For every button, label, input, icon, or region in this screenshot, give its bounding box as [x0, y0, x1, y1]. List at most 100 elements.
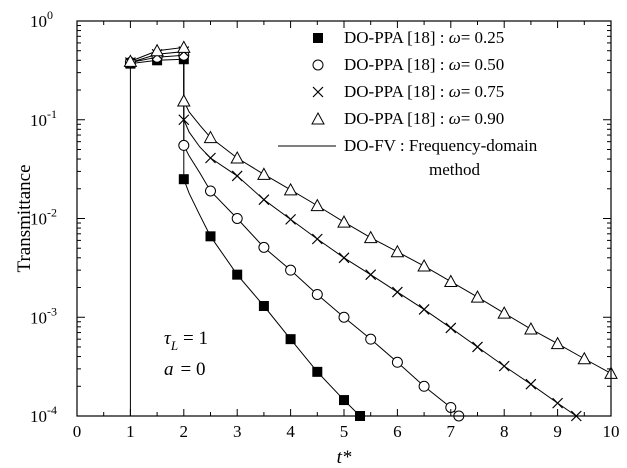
x-tick-label: 8	[500, 422, 509, 441]
series-open-triangle	[123, 40, 618, 379]
legend-prefix: DO-PPA [18] :	[344, 28, 449, 47]
cross-marker	[445, 322, 457, 334]
cross-marker	[338, 252, 350, 264]
legend-label-cont: method	[429, 160, 480, 179]
x-tick-label: 3	[233, 422, 242, 441]
legend-marker	[313, 33, 323, 43]
triangle-marker	[443, 274, 458, 288]
square-marker	[205, 231, 216, 242]
square-marker	[258, 300, 269, 311]
y-tick-label: 10-3	[30, 304, 57, 327]
omega-symbol: ω	[449, 109, 461, 128]
circle-marker	[178, 139, 190, 151]
y-tick-base: 10	[30, 12, 47, 31]
legend-label: DO-PPA [18] : ω= 0.90	[344, 109, 504, 128]
triangle-marker	[497, 306, 512, 319]
circle-marker	[205, 185, 216, 197]
cross-marker	[311, 233, 323, 245]
tau-value: = 1	[183, 328, 208, 349]
legend-label: DO-PPA [18] : ω= 0.25	[344, 28, 504, 47]
triangle-marker	[283, 182, 298, 196]
triangle-marker	[417, 259, 431, 272]
triangle-marker	[311, 111, 325, 125]
tau-subscript: L	[170, 338, 178, 353]
cross-marker	[205, 152, 216, 164]
x-axis-label: t*	[337, 447, 352, 468]
y-tick-base: 10	[30, 210, 47, 229]
legend-label: DO-FV : Frequency-domain	[344, 136, 538, 155]
legend-label: DO-PPA [18] : ω= 0.75	[344, 82, 504, 101]
series-filled-square	[125, 54, 366, 421]
series-open-circle	[124, 49, 465, 422]
y-tick-base: 10	[30, 407, 47, 426]
triangle-marker	[470, 290, 485, 303]
legend-label: DO-PPA [18] : ω= 0.50	[344, 55, 504, 74]
triangle-marker	[550, 336, 565, 350]
triangle-marker	[390, 244, 405, 258]
x-tick-label: 5	[340, 422, 349, 441]
cross-marker	[312, 86, 324, 98]
omega-symbol: ω	[449, 28, 461, 47]
cross-marker	[258, 194, 270, 206]
triangle-marker	[337, 215, 351, 228]
triangle-marker	[176, 40, 191, 53]
circle-marker	[418, 380, 430, 392]
legend-prefix: DO-PPA [18] :	[344, 109, 449, 128]
x-tick-label: 6	[393, 422, 402, 441]
triangle-marker	[363, 230, 378, 244]
x-tick-label: 10	[603, 422, 620, 441]
y-tick-exponent: -1	[47, 107, 57, 121]
tau-symbol: τ	[164, 328, 172, 349]
y-tick-exponent: -2	[47, 206, 57, 220]
cross-marker	[418, 304, 430, 315]
triangle-marker	[524, 321, 538, 335]
triangle-marker	[577, 351, 592, 365]
square-marker	[313, 33, 323, 43]
x-tick-label: 1	[126, 422, 135, 441]
square-marker	[312, 366, 323, 377]
square-marker	[232, 269, 243, 280]
y-tick-label: 10-4	[30, 403, 57, 426]
legend-value: = 0.75	[461, 82, 505, 101]
square-marker	[285, 334, 296, 345]
a-value: = 0	[181, 359, 206, 380]
x-tick-label: 2	[180, 422, 189, 441]
cross-marker	[498, 360, 510, 372]
triangle-marker	[230, 150, 245, 164]
cross-marker	[552, 397, 564, 409]
cross-marker	[472, 341, 483, 353]
x-tick-label: 0	[73, 422, 82, 441]
square-marker	[178, 174, 189, 185]
triangle-marker	[257, 167, 271, 180]
data-markers	[123, 40, 618, 422]
parameter-annotation: τL = 1 a = 0	[164, 328, 208, 380]
y-tick-base: 10	[30, 111, 47, 130]
cross-marker	[365, 269, 377, 281]
series-cross	[124, 46, 582, 422]
x-tick-label: 4	[286, 422, 295, 441]
omega-symbol: ω	[449, 82, 461, 101]
circle-marker	[391, 356, 403, 368]
circle-marker	[258, 241, 270, 253]
circle-marker	[231, 213, 243, 224]
cross-marker	[285, 213, 297, 225]
circle-marker	[285, 264, 297, 276]
triangle-marker	[150, 43, 164, 57]
circle-marker	[311, 288, 323, 300]
cross-marker	[391, 286, 403, 298]
y-tick-exponent: 0	[47, 8, 53, 22]
circle-marker	[338, 311, 350, 323]
y-tick-label: 10-2	[30, 206, 57, 229]
legend-prefix: DO-PPA [18] :	[344, 55, 449, 74]
cross-marker	[525, 378, 537, 390]
triangle-marker	[203, 130, 218, 144]
legend-marker	[311, 111, 325, 125]
cross-marker	[231, 170, 243, 182]
y-tick-label: 100	[30, 8, 53, 31]
circle-marker	[312, 59, 324, 71]
y-axis-label: Transmittance	[14, 164, 35, 272]
triangle-marker	[310, 198, 325, 212]
